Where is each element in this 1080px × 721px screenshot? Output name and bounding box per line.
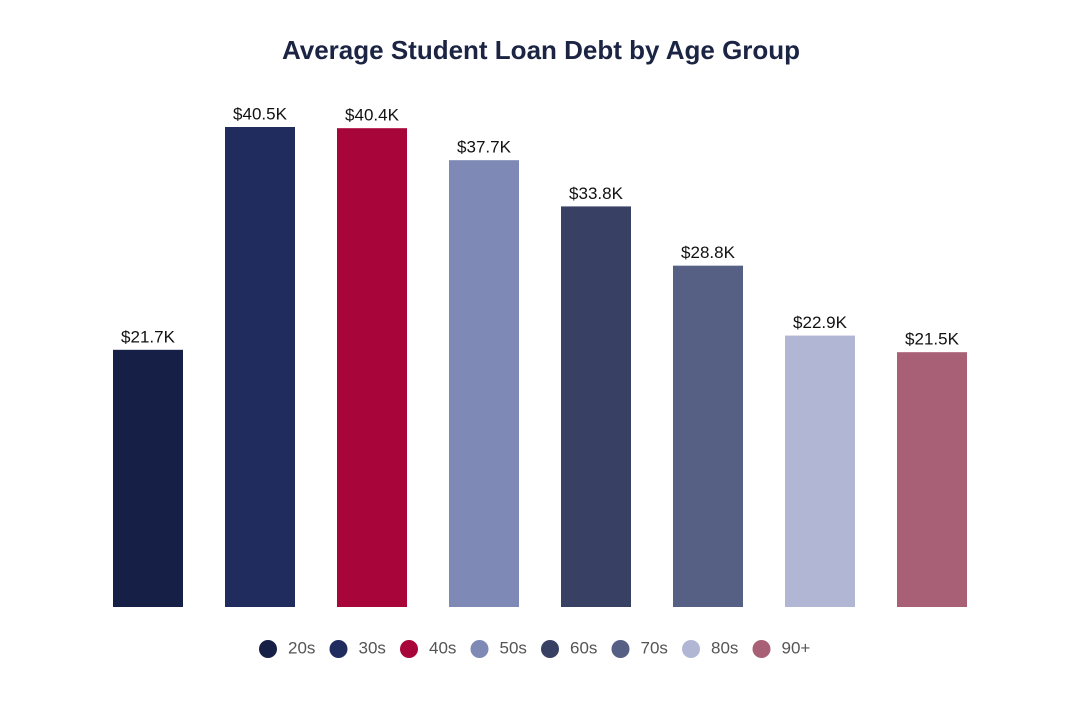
legend-marker xyxy=(329,640,348,658)
value-label: $37.7K xyxy=(457,138,512,157)
legend-label: 20s xyxy=(288,638,315,657)
legend-marker xyxy=(611,640,630,658)
bar xyxy=(449,160,519,607)
legend-label: 80s xyxy=(711,638,738,657)
bar xyxy=(561,206,631,607)
legend-marker xyxy=(400,640,418,658)
bar xyxy=(225,127,295,607)
bar xyxy=(673,265,743,607)
bar xyxy=(785,335,855,607)
legend-label: 60s xyxy=(570,638,597,657)
value-label: $22.9K xyxy=(793,313,848,332)
value-label: $33.8K xyxy=(569,184,624,203)
legend-label: 50s xyxy=(500,638,527,657)
legend-marker xyxy=(752,640,771,658)
legend-marker xyxy=(259,640,277,658)
legend-label: 40s xyxy=(429,638,456,657)
legend-marker xyxy=(682,640,700,658)
bar xyxy=(337,128,407,607)
legend-label: 30s xyxy=(359,638,386,657)
value-label: $40.4K xyxy=(345,106,400,125)
bar xyxy=(113,349,183,607)
value-label: $40.5K xyxy=(233,104,288,123)
value-label: $21.7K xyxy=(121,327,176,346)
legend-label: 70s xyxy=(641,638,668,657)
bar xyxy=(897,352,967,607)
legend-label: 90+ xyxy=(782,638,811,657)
value-label: $28.8K xyxy=(681,243,736,262)
chart-title: Average Student Loan Debt by Age Group xyxy=(282,35,800,65)
legend-marker xyxy=(470,640,489,658)
legend-marker xyxy=(541,640,559,658)
value-label: $21.5K xyxy=(905,330,960,349)
